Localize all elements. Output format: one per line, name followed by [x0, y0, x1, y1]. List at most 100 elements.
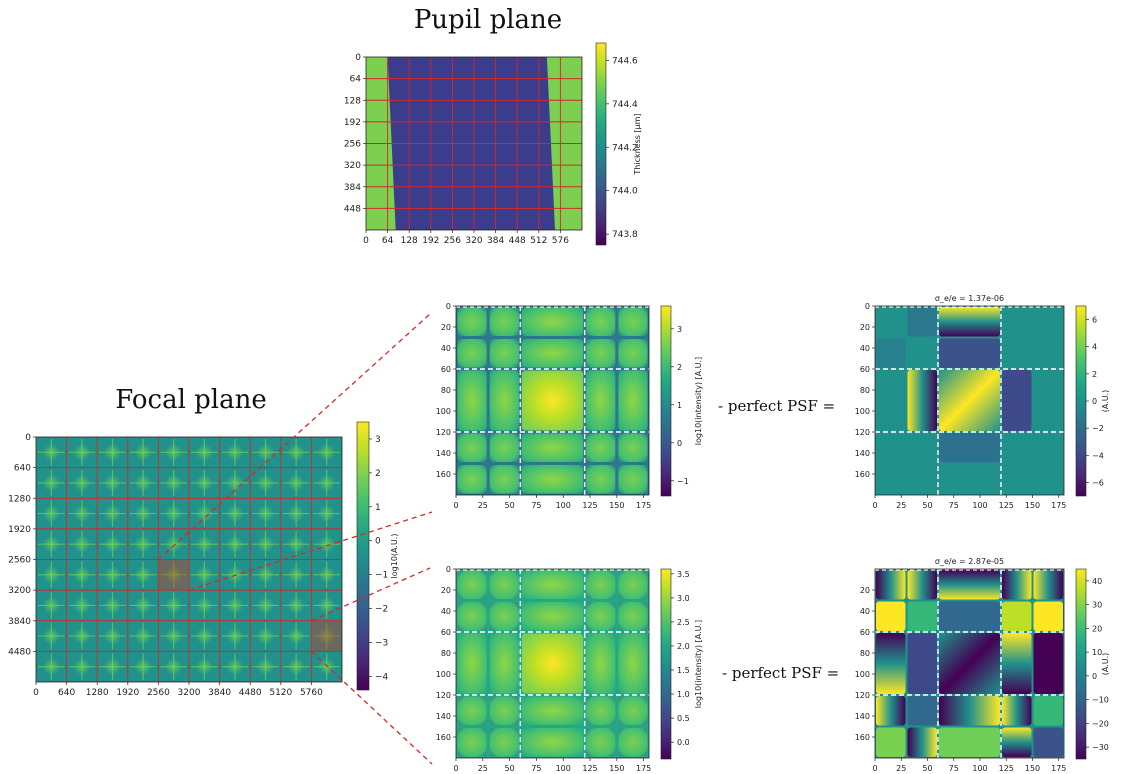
psf-cell	[586, 633, 616, 694]
x-tick-label: 175	[636, 764, 651, 773]
psf-cell	[586, 339, 616, 368]
psf-cell	[618, 339, 648, 368]
zoom-box	[158, 559, 189, 591]
y-tick-label: 448	[344, 204, 361, 214]
psf-cell	[489, 307, 519, 336]
y-tick-label: 80	[860, 386, 870, 395]
x-tick-label: 175	[1051, 501, 1066, 510]
psf-cell	[489, 339, 519, 368]
colorbar-tick-label: −6	[1092, 478, 1104, 487]
colorbar-tick-label: −10	[1092, 696, 1109, 705]
x-tick-label: 75	[949, 764, 959, 773]
y-tick-label: 160	[436, 470, 451, 479]
diff-cell	[939, 338, 1000, 368]
y-tick-label: 128	[344, 96, 361, 106]
x-tick-label: 3200	[178, 688, 201, 698]
y-tick-label: 60	[860, 365, 870, 374]
colorbar-tick-label: 744.4	[612, 100, 638, 110]
y-tick-label: 160	[436, 733, 451, 742]
x-tick-label: 100	[556, 764, 571, 773]
plot-frame	[455, 568, 650, 759]
colorbar-tick-label: 0	[677, 439, 682, 448]
zoom_top-heatmap: 0 25 50 75 100 125 150 175020406080100120140160…	[436, 302, 703, 510]
colorbar-tick-label: 4	[1092, 343, 1097, 352]
psf-cell	[586, 370, 616, 431]
diff-cell	[1033, 696, 1063, 726]
psf-cell	[586, 602, 616, 631]
x-tick-label: 25	[478, 764, 488, 773]
x-tick-label: 0	[453, 501, 458, 510]
y-tick-label: 160	[855, 733, 870, 742]
diff-cell	[1002, 601, 1032, 631]
colorbar-tick-label: 1	[677, 401, 682, 410]
psf-cell	[457, 728, 487, 757]
psf-cell	[586, 728, 616, 757]
diff-cell	[876, 696, 906, 726]
psf-cell	[489, 570, 519, 599]
colorbar	[660, 305, 672, 497]
colorbar-tick-label: −3	[375, 639, 388, 649]
psf-cell	[521, 339, 584, 368]
x-tick-label: 50	[505, 501, 515, 510]
x-tick-label: 25	[896, 764, 906, 773]
x-tick-label: 175	[1051, 764, 1066, 773]
psf-cell	[586, 465, 616, 494]
y-tick-label: 0	[25, 433, 31, 443]
diff-cell	[907, 601, 937, 631]
zoom-connector-line	[157, 313, 431, 560]
y-tick-label: 140	[436, 712, 451, 721]
x-tick-label: 0	[872, 764, 877, 773]
colorbar-tick-label: 1.5	[677, 666, 690, 675]
colorbar-tick-label: 744.0	[612, 187, 638, 197]
x-tick-label: 150	[609, 764, 624, 773]
y-tick-label: 20	[441, 323, 451, 332]
x-tick-label: 576	[552, 236, 569, 246]
colorbar-tick-label: 0.5	[677, 714, 690, 723]
y-tick-label: 0	[355, 53, 361, 63]
y-tick-label: 320	[344, 161, 361, 171]
colorbar-label: Thickness [μm]	[633, 113, 642, 175]
colorbar-tick-label: 0.0	[677, 738, 690, 747]
diff-cell	[1002, 370, 1032, 431]
colorbar	[356, 421, 370, 691]
y-tick-label: 40	[441, 607, 451, 616]
diff-panel-title: σ_e/e = 1.37e-06	[935, 294, 1004, 303]
diff-cell	[907, 370, 937, 431]
y-tick-label: 256	[344, 140, 361, 150]
x-tick-label: 256	[444, 236, 461, 246]
y-tick-label: 60	[860, 628, 870, 637]
diff-cell	[939, 696, 1000, 726]
psf-cell	[457, 433, 487, 462]
colorbar-tick-label: 2	[677, 363, 682, 372]
diff-cell	[907, 696, 937, 726]
y-tick-label: 100	[855, 670, 870, 679]
y-tick-label: 120	[436, 691, 451, 700]
colorbar-tick-label: 744.6	[612, 56, 638, 66]
y-tick-label: 20	[860, 323, 870, 332]
psf-cell	[521, 307, 584, 336]
colorbar-tick-label: −1	[375, 571, 388, 581]
x-tick-label: 125	[999, 501, 1014, 510]
psf-cell	[521, 602, 584, 631]
psf-cell	[457, 307, 487, 336]
y-tick-label: 120	[436, 428, 451, 437]
x-tick-label: 50	[505, 764, 515, 773]
y-tick-label: 60	[441, 628, 451, 637]
y-tick-label: 640	[14, 464, 31, 474]
colorbar-tick-label: 3.0	[677, 594, 690, 603]
y-tick-label: 60	[441, 365, 451, 374]
colorbar-tick-label: 3.5	[677, 570, 690, 579]
colorbar-tick-label: 743.8	[612, 230, 638, 240]
diff-cell	[876, 727, 906, 757]
colorbar-label: log10(A.U.)	[390, 534, 399, 579]
x-tick-label: 125	[582, 501, 597, 510]
diff-cell	[939, 633, 1000, 694]
diff-cell	[876, 338, 906, 368]
y-tick-label: 120	[855, 691, 870, 700]
colorbar-tick-label: 20	[1092, 624, 1102, 633]
diff-cell	[1002, 570, 1032, 600]
y-tick-label: 140	[436, 449, 451, 458]
psf-cell	[489, 370, 519, 431]
x-tick-label: 320	[465, 236, 482, 246]
x-tick-label: 50	[922, 501, 932, 510]
